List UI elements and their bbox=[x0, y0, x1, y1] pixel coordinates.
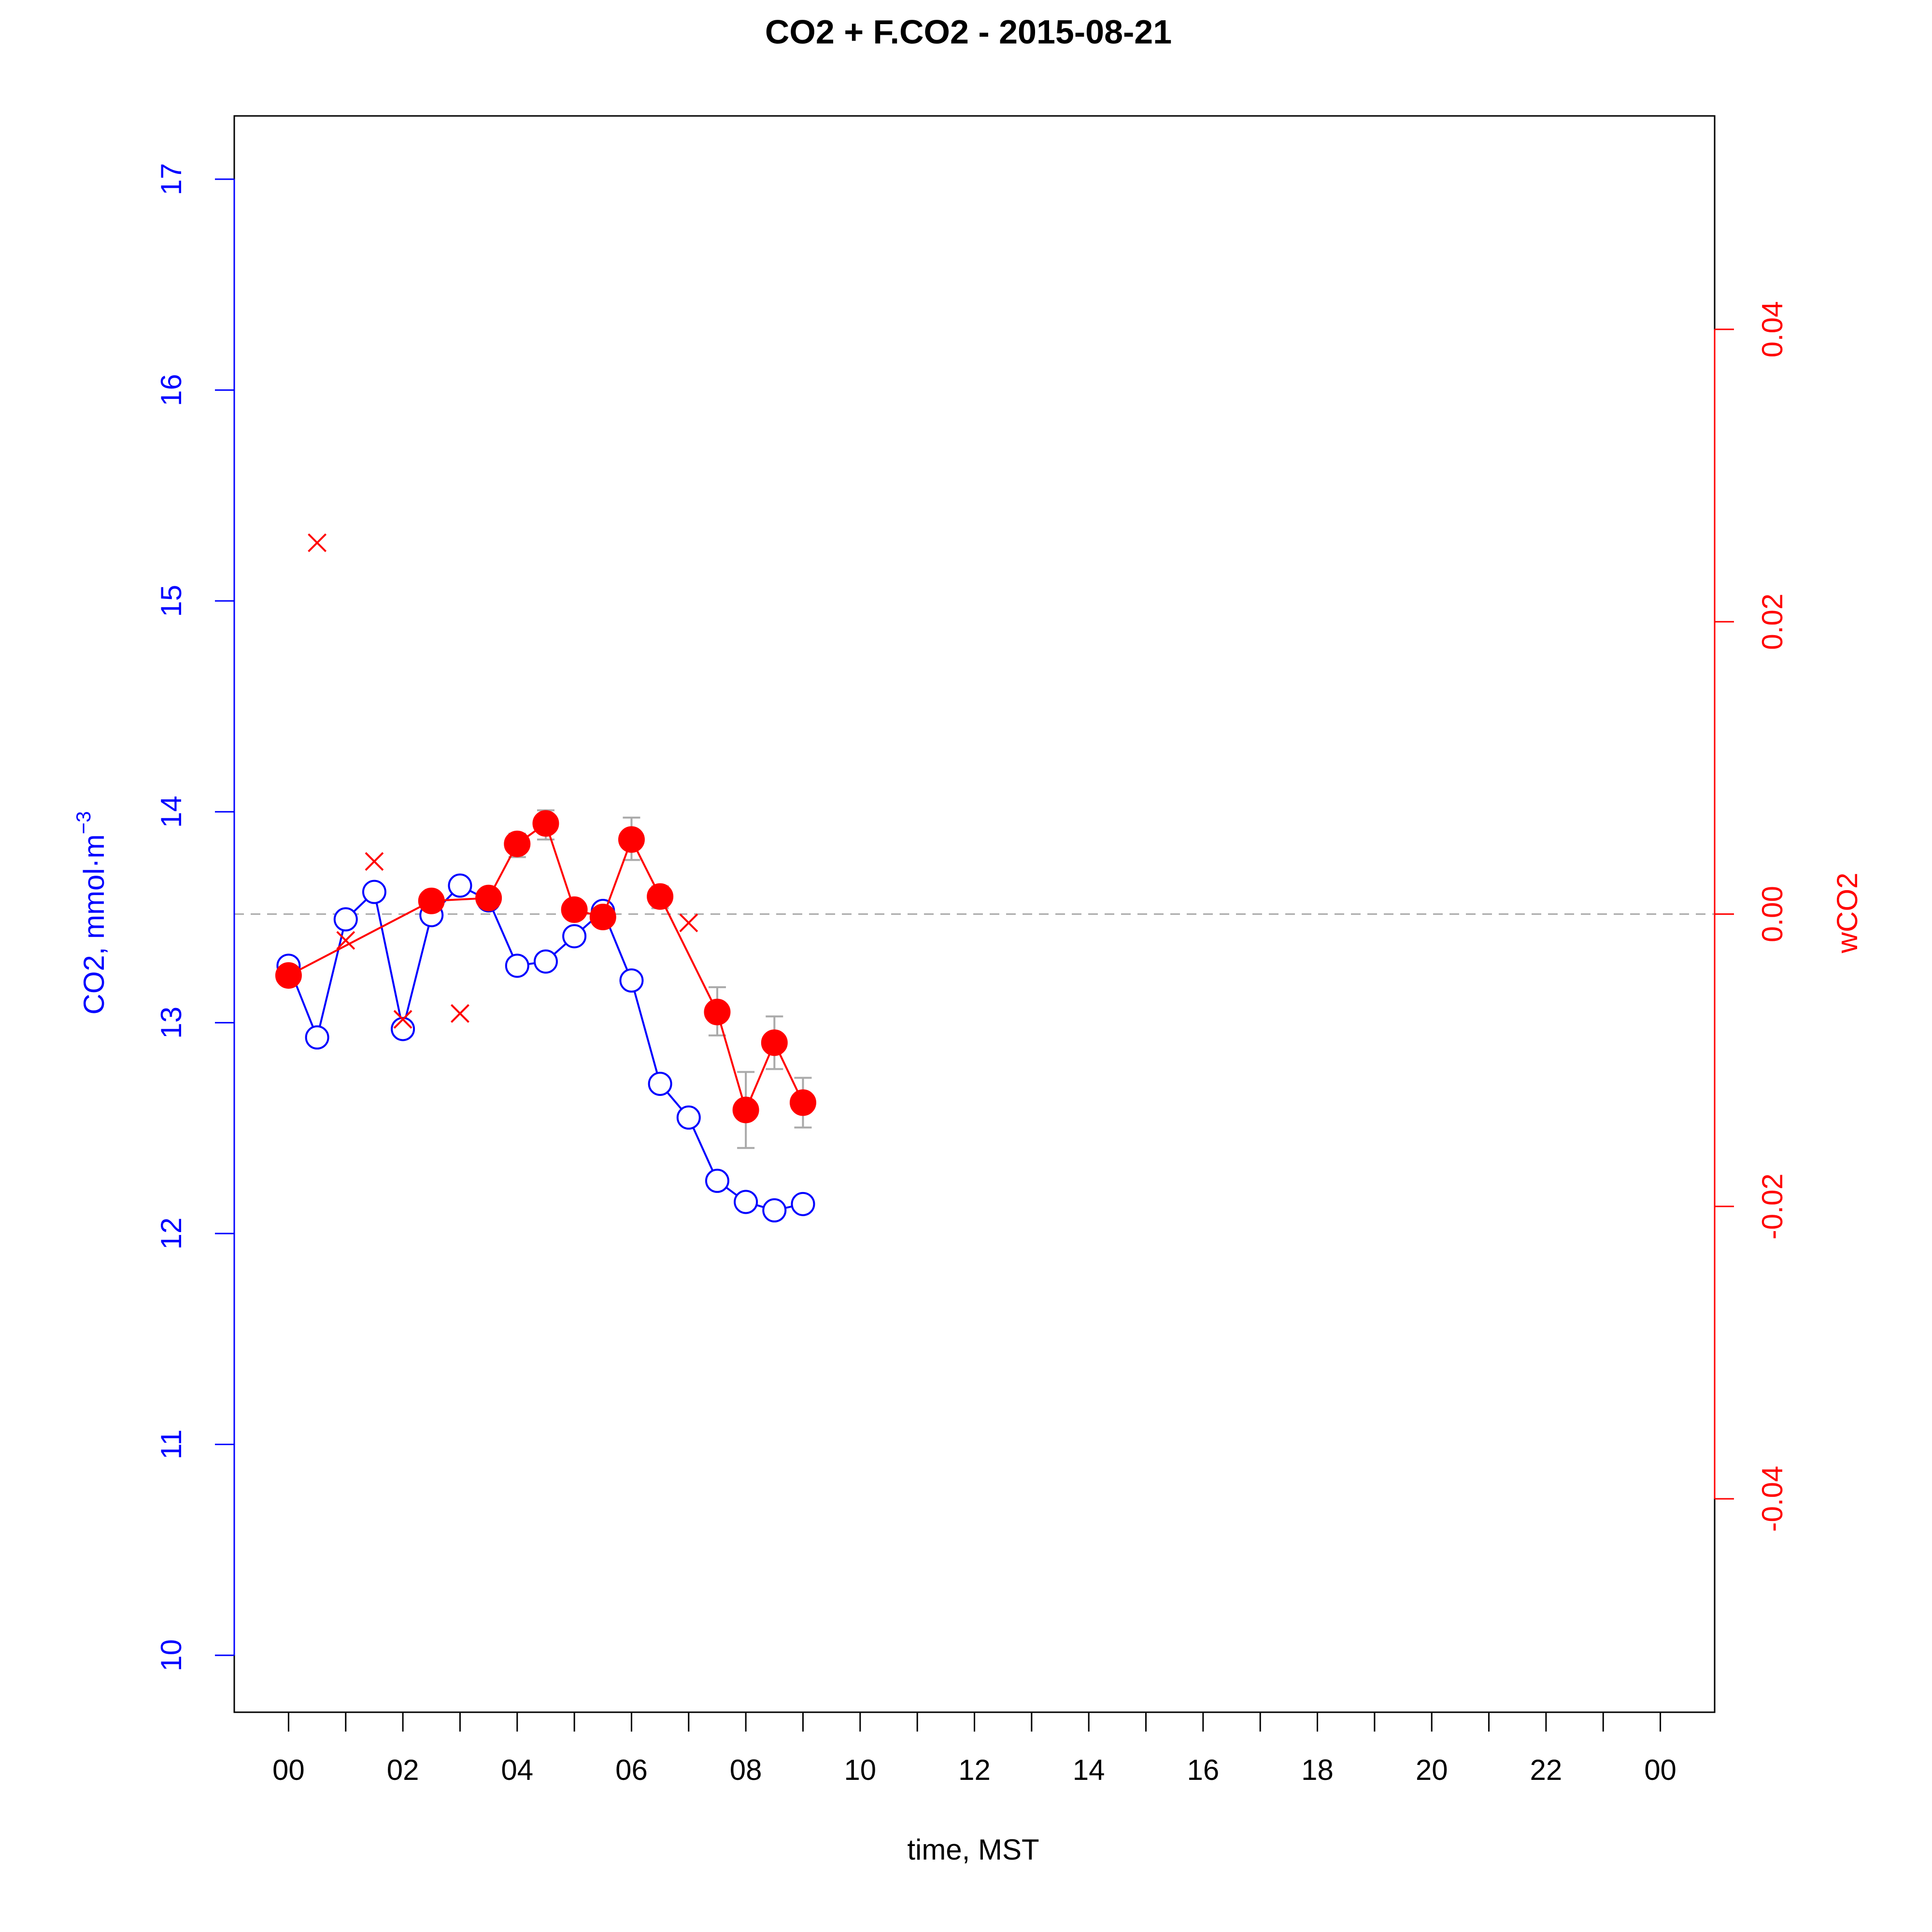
data-point bbox=[448, 873, 472, 898]
x-tick-label: 12 bbox=[958, 1754, 991, 1786]
y-right-tick-label: 0.02 bbox=[1756, 594, 1789, 650]
data-point bbox=[789, 1089, 816, 1116]
x-tick-label: 00 bbox=[1644, 1754, 1676, 1786]
data-point bbox=[365, 852, 384, 871]
y-right-tick-label: 0.04 bbox=[1756, 301, 1789, 357]
x-tick-label: 08 bbox=[730, 1754, 762, 1786]
x-axis: 00 02 04 06 08 10 12 14 16 18 20 22 00 bbox=[272, 1711, 1676, 1786]
series-2 bbox=[275, 809, 816, 1149]
data-point bbox=[333, 907, 358, 932]
data-point bbox=[362, 880, 386, 904]
data-point bbox=[562, 924, 587, 949]
y-left-tick-label: 15 bbox=[155, 585, 187, 617]
data-point bbox=[676, 1105, 701, 1130]
y-left-tick-label: 16 bbox=[155, 374, 187, 406]
x-tick-label: 04 bbox=[501, 1754, 533, 1786]
data-point bbox=[275, 962, 302, 989]
x-tick-label: 14 bbox=[1073, 1754, 1105, 1786]
data-point bbox=[648, 1071, 672, 1096]
y-right-tick-label: 0.00 bbox=[1756, 886, 1789, 942]
data-point bbox=[618, 826, 645, 853]
data-point bbox=[791, 1192, 815, 1216]
data-point bbox=[475, 884, 502, 911]
data-point bbox=[308, 533, 327, 553]
data-point bbox=[505, 953, 529, 978]
data-point bbox=[705, 1168, 729, 1193]
y-right-tick-label: -0.02 bbox=[1756, 1173, 1789, 1239]
y-axis-left-title-exponent: −3 bbox=[72, 811, 95, 834]
y-right-tick-label: -0.04 bbox=[1756, 1466, 1789, 1532]
data-point bbox=[589, 904, 616, 931]
y-axis-left: 10 11 12 13 14 15 16 17 bbox=[155, 163, 235, 1672]
data-point bbox=[504, 830, 531, 857]
data-point bbox=[619, 968, 644, 993]
data-point bbox=[704, 998, 731, 1025]
y-axis-right-title: wCO2 bbox=[1831, 873, 1863, 954]
y-left-tick-label: 12 bbox=[155, 1218, 187, 1250]
data-point bbox=[647, 883, 674, 910]
data-point bbox=[732, 1096, 759, 1123]
y-left-tick-label: 11 bbox=[155, 1429, 187, 1459]
data-point bbox=[393, 1009, 412, 1029]
data-point bbox=[336, 931, 355, 950]
series-3 bbox=[308, 533, 469, 1029]
data-point bbox=[734, 1190, 758, 1214]
x-tick-label: 18 bbox=[1301, 1754, 1334, 1786]
x-tick-label: 00 bbox=[272, 1754, 305, 1786]
y-left-tick-label: 17 bbox=[155, 163, 187, 196]
data-point bbox=[762, 1198, 787, 1222]
y-left-tick-label: 10 bbox=[155, 1639, 187, 1672]
y-axis-left-title: CO2, mmol·m−3 bbox=[72, 811, 110, 1014]
chart-title: CO2 + F.CO2 - 2015-08-21 bbox=[765, 13, 1172, 51]
y-left-tick-label: 13 bbox=[155, 1007, 187, 1039]
data-point bbox=[679, 913, 698, 933]
x-tick-label: 22 bbox=[1530, 1754, 1563, 1786]
data-point bbox=[305, 1025, 329, 1050]
x-tick-label: 20 bbox=[1416, 1754, 1448, 1786]
y-axis-right: -0.04 -0.02 0.00 0.02 0.04 bbox=[1714, 301, 1789, 1532]
y-left-tick-label: 14 bbox=[155, 796, 187, 828]
data-point bbox=[391, 1017, 415, 1041]
data-point bbox=[418, 887, 445, 914]
data-point bbox=[533, 949, 558, 974]
x-tick-label: 10 bbox=[844, 1754, 876, 1786]
data-point bbox=[561, 896, 588, 923]
series-1 bbox=[276, 873, 815, 1222]
x-tick-label: 02 bbox=[387, 1754, 419, 1786]
x-tick-label: 16 bbox=[1187, 1754, 1219, 1786]
data-point bbox=[532, 810, 559, 837]
data-point bbox=[761, 1029, 788, 1056]
series-4 bbox=[679, 913, 698, 933]
series-group bbox=[275, 533, 816, 1222]
y-axis-left-title-text: CO2, mmol·m bbox=[78, 834, 110, 1014]
x-axis-title: time, MST bbox=[907, 1833, 1039, 1866]
data-point bbox=[451, 1004, 469, 1023]
x-tick-label: 06 bbox=[615, 1754, 648, 1786]
